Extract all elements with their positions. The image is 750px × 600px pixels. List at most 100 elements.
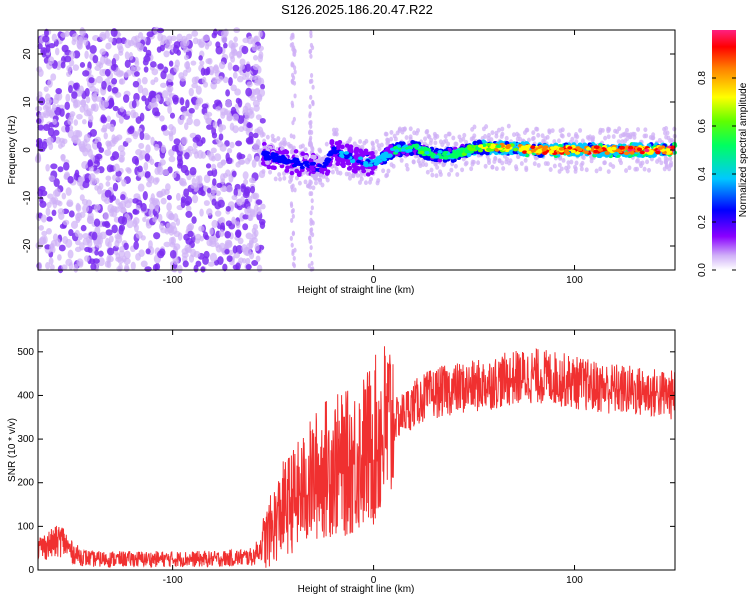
halo-point — [636, 127, 641, 132]
signal-point — [370, 166, 376, 171]
halo-point — [470, 127, 475, 132]
streak-point — [308, 49, 312, 55]
halo-point — [470, 161, 475, 167]
noise-point — [126, 167, 132, 174]
noise-point — [159, 222, 164, 231]
noise-point — [232, 71, 238, 79]
streak-point — [292, 255, 296, 261]
halo-point — [411, 159, 416, 165]
noise-point — [177, 264, 183, 274]
noise-point — [142, 216, 147, 223]
noise-point — [123, 257, 131, 265]
noise-point — [139, 131, 145, 141]
noise-point — [173, 138, 181, 145]
noise-point — [230, 55, 236, 63]
noise-point — [139, 112, 145, 122]
spectrogram-ytick-label: 0 — [22, 147, 33, 153]
streak-point — [291, 230, 296, 236]
noise-point — [259, 117, 266, 124]
noise-point — [199, 60, 205, 66]
noise-point — [144, 266, 152, 273]
halo-point — [464, 139, 469, 145]
halo-point — [574, 160, 579, 166]
noise-point — [84, 255, 90, 262]
noise-point — [164, 38, 172, 45]
signal-point — [340, 144, 345, 150]
noise-point — [111, 86, 119, 94]
noise-point — [206, 124, 213, 130]
signal-point — [266, 164, 272, 170]
noise-point — [216, 182, 223, 188]
noise-point — [225, 99, 232, 108]
signal-core-point — [464, 149, 470, 154]
noise-point — [253, 204, 259, 212]
streak-point — [311, 84, 315, 90]
halo-point — [379, 142, 384, 148]
noise-point — [68, 85, 73, 94]
noise-point — [170, 35, 177, 42]
halo-point — [541, 138, 546, 144]
noise-point — [211, 163, 217, 171]
noise-point — [65, 187, 72, 196]
halo-point — [625, 136, 630, 142]
halo-point — [618, 157, 623, 163]
noise-point — [121, 179, 127, 187]
noise-point — [223, 42, 228, 49]
halo-point — [441, 162, 446, 167]
noise-point — [220, 34, 228, 44]
snr-ytick-label: 300 — [17, 434, 34, 445]
signal-core-point — [302, 160, 308, 165]
signal-core-point — [583, 150, 589, 155]
noise-point — [40, 47, 48, 56]
noise-point — [90, 263, 97, 271]
noise-point — [54, 188, 61, 197]
noise-point — [227, 61, 233, 71]
noise-point — [118, 224, 126, 232]
snr-xlabel: Height of straight line (km) — [298, 584, 415, 595]
noise-point — [162, 129, 170, 136]
snr-xtick-label: 100 — [566, 575, 583, 586]
noise-point — [36, 66, 43, 73]
noise-point — [43, 57, 50, 64]
noise-point — [233, 252, 240, 259]
signal-point — [280, 150, 286, 156]
noise-point — [36, 153, 42, 163]
noise-point — [142, 46, 148, 53]
noise-point — [68, 210, 75, 218]
noise-point — [235, 230, 241, 238]
noise-point — [108, 235, 114, 243]
noise-point — [217, 256, 224, 265]
halo-point — [288, 174, 293, 180]
signal-core-point — [526, 150, 532, 155]
noise-point — [117, 144, 125, 152]
halo-point — [494, 130, 499, 136]
noise-point — [118, 115, 124, 124]
halo-point — [501, 166, 506, 171]
noise-point — [179, 76, 186, 82]
noise-point — [94, 177, 100, 184]
noise-point — [133, 92, 140, 102]
noise-point — [95, 61, 102, 67]
noise-point — [63, 173, 69, 180]
noise-point — [64, 101, 71, 111]
noise-point — [70, 220, 79, 230]
halo-point — [289, 143, 294, 149]
streak-point — [291, 103, 295, 109]
halo-point — [303, 147, 308, 152]
noise-point — [166, 73, 174, 83]
noise-point — [133, 241, 139, 250]
noise-point — [105, 122, 112, 130]
noise-point — [211, 132, 218, 139]
noise-point — [186, 33, 193, 40]
noise-point — [135, 40, 141, 49]
streak-point — [309, 119, 313, 125]
noise-point — [50, 73, 57, 81]
noise-point — [235, 97, 241, 104]
noise-point — [182, 110, 189, 117]
noise-point — [92, 54, 99, 64]
noise-point — [246, 81, 253, 88]
noise-point — [116, 175, 123, 182]
noise-point — [83, 37, 89, 46]
noise-point — [205, 163, 212, 169]
halo-point — [587, 136, 592, 141]
